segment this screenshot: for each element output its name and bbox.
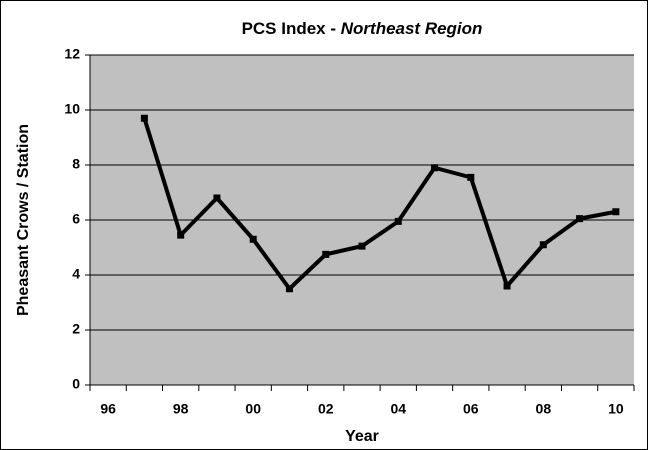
y-tick-label: 10: [64, 101, 80, 117]
point-marker: [467, 173, 475, 181]
title-main: PCS Index -: [242, 19, 341, 38]
point-marker: [140, 114, 148, 122]
x-tick-label: 08: [536, 401, 552, 417]
x-tick-label: 04: [390, 401, 406, 417]
x-axis-label: Year: [345, 428, 379, 445]
point-marker: [503, 282, 511, 290]
point-marker: [177, 231, 185, 239]
x-tick-label: 00: [245, 401, 261, 417]
point-marker: [576, 215, 584, 223]
point-marker: [612, 208, 620, 216]
point-marker: [213, 194, 221, 202]
y-tick-label: 12: [64, 46, 80, 62]
point-marker: [394, 217, 402, 225]
point-marker: [539, 241, 547, 249]
y-tick-label: 4: [72, 266, 80, 282]
y-tick-label: 2: [72, 321, 80, 337]
x-tick-label: 10: [608, 401, 624, 417]
point-marker: [358, 242, 366, 250]
title-italic: Northeast Region: [341, 19, 483, 38]
y-axis-label: Pheasant Crows / Station: [15, 124, 32, 316]
point-marker: [285, 285, 293, 293]
x-tick-label: 02: [318, 401, 334, 417]
point-marker: [322, 250, 330, 258]
x-tick-label: 96: [100, 401, 116, 417]
y-tick-label: 8: [72, 156, 80, 172]
series-line: [142, 117, 617, 291]
y-tick-label: 6: [72, 211, 80, 227]
point-marker: [431, 164, 439, 172]
point-marker: [249, 235, 257, 243]
x-tick-label: 06: [463, 401, 479, 417]
y-tick-label: 0: [72, 376, 80, 392]
x-tick-label: 98: [173, 401, 189, 417]
chart-title: PCS Index - Northeast Region: [242, 19, 483, 38]
